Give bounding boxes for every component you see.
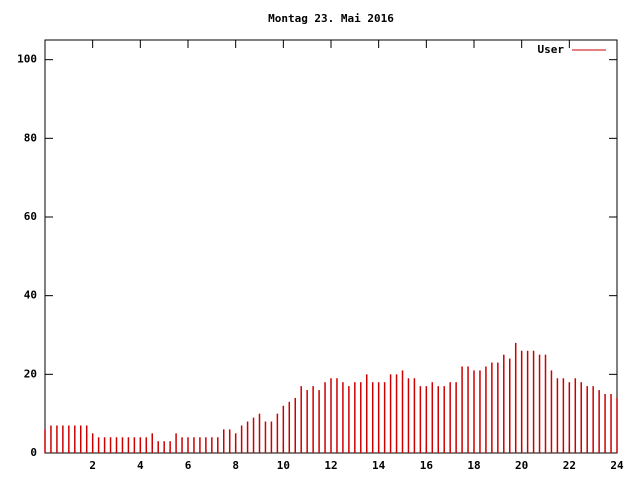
chart-title: Montag 23. Mai 2016 <box>268 12 394 25</box>
legend-label: User <box>538 43 565 56</box>
x-tick-label: 24 <box>610 459 624 472</box>
x-tick-label: 18 <box>467 459 480 472</box>
x-tick-label: 22 <box>563 459 576 472</box>
x-tick-label: 10 <box>277 459 290 472</box>
x-tick-label: 2 <box>89 459 96 472</box>
x-tick-label: 6 <box>185 459 192 472</box>
x-tick-label: 14 <box>372 459 386 472</box>
x-tick-label: 8 <box>232 459 239 472</box>
y-tick-label: 20 <box>24 367 37 380</box>
x-tick-label: 20 <box>515 459 528 472</box>
x-tick-label: 12 <box>324 459 337 472</box>
y-tick-label: 0 <box>30 446 37 459</box>
y-tick-label: 60 <box>24 210 37 223</box>
y-tick-label: 100 <box>17 53 37 66</box>
x-tick-label: 16 <box>420 459 434 472</box>
y-tick-label: 40 <box>24 289 37 302</box>
y-tick-label: 80 <box>24 131 37 144</box>
x-tick-label: 4 <box>137 459 144 472</box>
